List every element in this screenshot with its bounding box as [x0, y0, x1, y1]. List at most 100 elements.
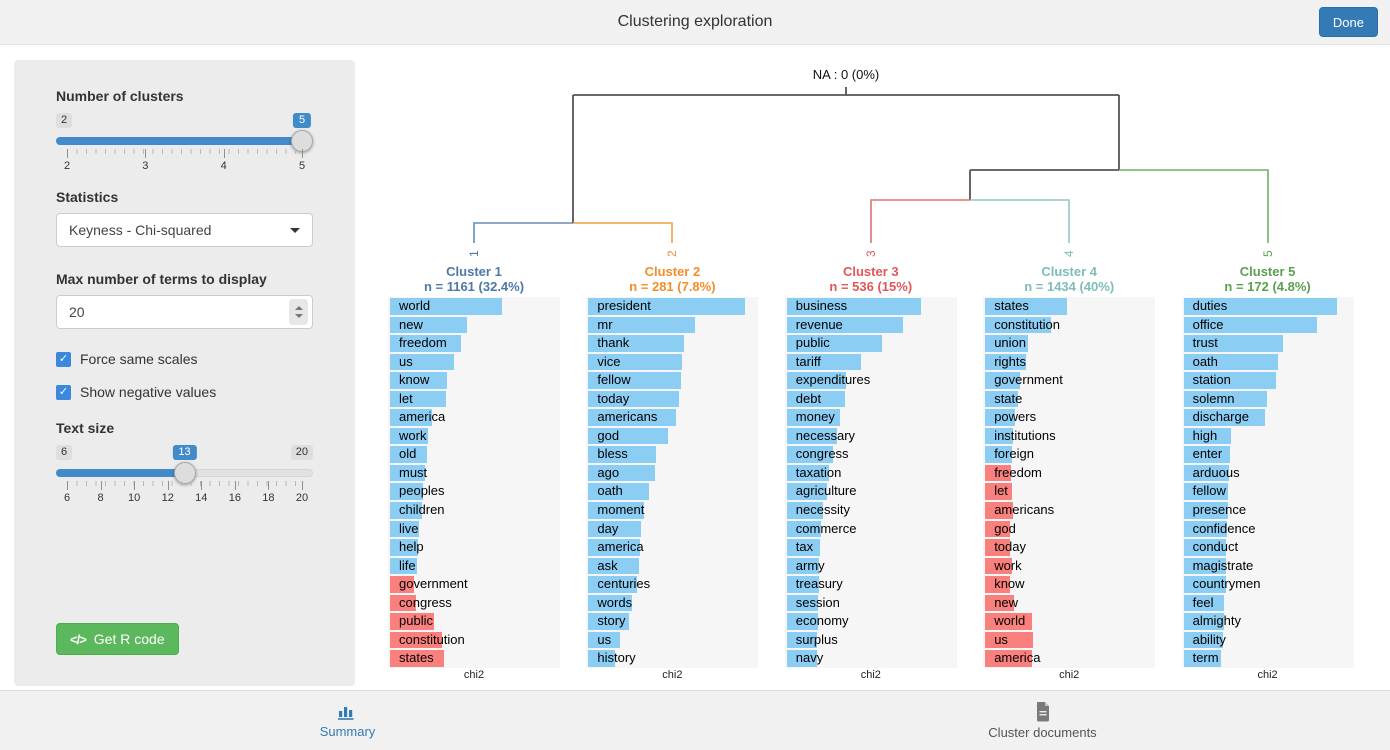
positive-term-bar	[390, 409, 432, 426]
term-label: presence	[1192, 502, 1247, 518]
term-row: rights	[983, 353, 1155, 372]
cluster-size: n = 1161 (32.4%)	[423, 279, 525, 294]
positive-term-bar	[1183, 576, 1226, 593]
positive-term-bar	[786, 520, 821, 538]
max-terms-input[interactable]: 20	[56, 295, 313, 329]
cluster-column: Cluster 1 n = 1161 (32.4%) world new freed…	[388, 264, 560, 681]
term-row: necessary	[785, 427, 957, 446]
term-row: office	[1182, 316, 1354, 335]
stepper-down-icon[interactable]	[294, 314, 303, 318]
term-label: confidence	[1192, 520, 1256, 536]
negative-term-bar	[390, 650, 444, 667]
get-r-code-label: Get R code	[93, 631, 165, 647]
term-row: ask	[586, 557, 758, 576]
positive-term-bar	[985, 390, 1019, 408]
stepper-up-icon[interactable]	[294, 306, 303, 310]
clusters-count-label: Number of clusters	[56, 88, 184, 104]
positive-term-bar	[588, 539, 641, 556]
positive-term-bar	[786, 298, 921, 315]
term-label: economy	[795, 613, 849, 629]
tab-cluster-documents[interactable]: Cluster documents	[695, 691, 1390, 750]
term-row: solemn	[1182, 390, 1354, 409]
term-row: america	[388, 408, 560, 427]
tab-summary[interactable]: Summary	[0, 691, 695, 750]
term-label: fellow	[597, 372, 631, 388]
bar-chart-icon	[337, 706, 353, 720]
term-row: session	[785, 594, 957, 613]
positive-term-bar	[1183, 520, 1227, 538]
slider-min-label: 2	[56, 113, 73, 128]
term-row: let	[388, 390, 560, 409]
positive-term-bar	[390, 502, 422, 519]
slider-major-tick	[268, 481, 270, 490]
done-button[interactable]: Done	[1318, 7, 1378, 37]
settings-sidebar: Number of clusters 2 5 2 3 4 5 Statistics K…	[14, 60, 355, 686]
positive-term-bar	[588, 464, 656, 482]
term-label: words	[597, 594, 633, 610]
term-row: government	[388, 575, 560, 594]
term-label: government	[399, 576, 468, 592]
checkbox-checked-icon[interactable]	[56, 384, 71, 400]
checkbox-checked-icon[interactable]	[56, 351, 71, 367]
term-label: today	[994, 539, 1026, 555]
term-label: revenue	[795, 316, 843, 332]
get-r-code-button[interactable]: </> Get R code	[56, 623, 179, 655]
slider-value-label: 5	[292, 113, 312, 128]
term-label: states	[994, 298, 1029, 313]
term-label: us	[399, 353, 413, 369]
term-row: new	[388, 316, 560, 335]
term-row: state	[983, 390, 1155, 409]
positive-term-bar	[1183, 427, 1231, 445]
term-label: public	[795, 335, 830, 351]
cluster-term-panel: duties office trust oath station solemn discha…	[1181, 297, 1354, 668]
show-negative-values-checkbox[interactable]: Show negative values	[56, 384, 313, 400]
term-label: world	[399, 298, 431, 313]
positive-term-bar	[786, 539, 820, 556]
term-label: states	[399, 650, 434, 666]
term-label: constitution	[399, 631, 465, 647]
term-label: treasury	[795, 576, 843, 592]
term-row: presence	[1182, 501, 1354, 520]
code-icon: </>	[70, 631, 87, 647]
term-label: life	[399, 557, 416, 573]
cluster-name: Cluster 3	[842, 264, 899, 279]
positive-term-bar	[1183, 464, 1229, 482]
term-label: office	[1192, 316, 1224, 332]
positive-term-bar	[588, 298, 746, 315]
term-row: agriculture	[785, 482, 957, 501]
positive-term-bar	[390, 557, 417, 575]
term-row: business	[785, 297, 957, 316]
term-label: must	[399, 464, 428, 480]
term-label: new	[399, 316, 423, 332]
chevron-down-icon	[290, 228, 300, 233]
term-row: old	[388, 445, 560, 464]
term-row: term	[1182, 649, 1354, 668]
force-same-scales-checkbox[interactable]: Force same scales	[56, 351, 313, 367]
cluster-term-panel: states constitution union rights government s…	[983, 297, 1156, 668]
positive-term-bar	[985, 335, 1029, 352]
term-row: americans	[983, 501, 1155, 520]
checkbox-label: Show negative values	[80, 384, 217, 400]
slider-fill	[56, 469, 185, 477]
term-row: words	[586, 594, 758, 613]
dendrogram-leaf-label-2: 2	[665, 250, 679, 257]
term-row: powers	[983, 408, 1155, 427]
slider-major-tick	[145, 149, 147, 158]
slider-major-tick	[201, 481, 203, 490]
number-stepper[interactable]	[289, 299, 308, 325]
cluster-header: Cluster 3 n = 536 (15%)	[785, 264, 957, 294]
cluster-term-panel: president mr thank vice fellow today americans…	[586, 297, 759, 668]
term-label: fellow	[1192, 483, 1226, 499]
positive-term-bar	[390, 390, 446, 408]
term-row: fellow	[1182, 482, 1354, 501]
text-size-slider[interactable]: 6 20 13 6 8 10 12 14 16 18 20	[56, 445, 313, 504]
term-label: moment	[597, 502, 645, 518]
clusters-count-slider[interactable]: 2 5 2 3 4 5	[56, 113, 313, 172]
statistics-select[interactable]: Keyness - Chi-squared	[56, 213, 313, 247]
term-label: feel	[1192, 594, 1214, 610]
term-row: countrymen	[1182, 575, 1354, 594]
positive-term-bar	[588, 650, 616, 667]
term-label: constitution	[994, 316, 1060, 332]
dendrogram-cluster-3	[870, 199, 970, 243]
term-label: centuries	[597, 576, 651, 592]
